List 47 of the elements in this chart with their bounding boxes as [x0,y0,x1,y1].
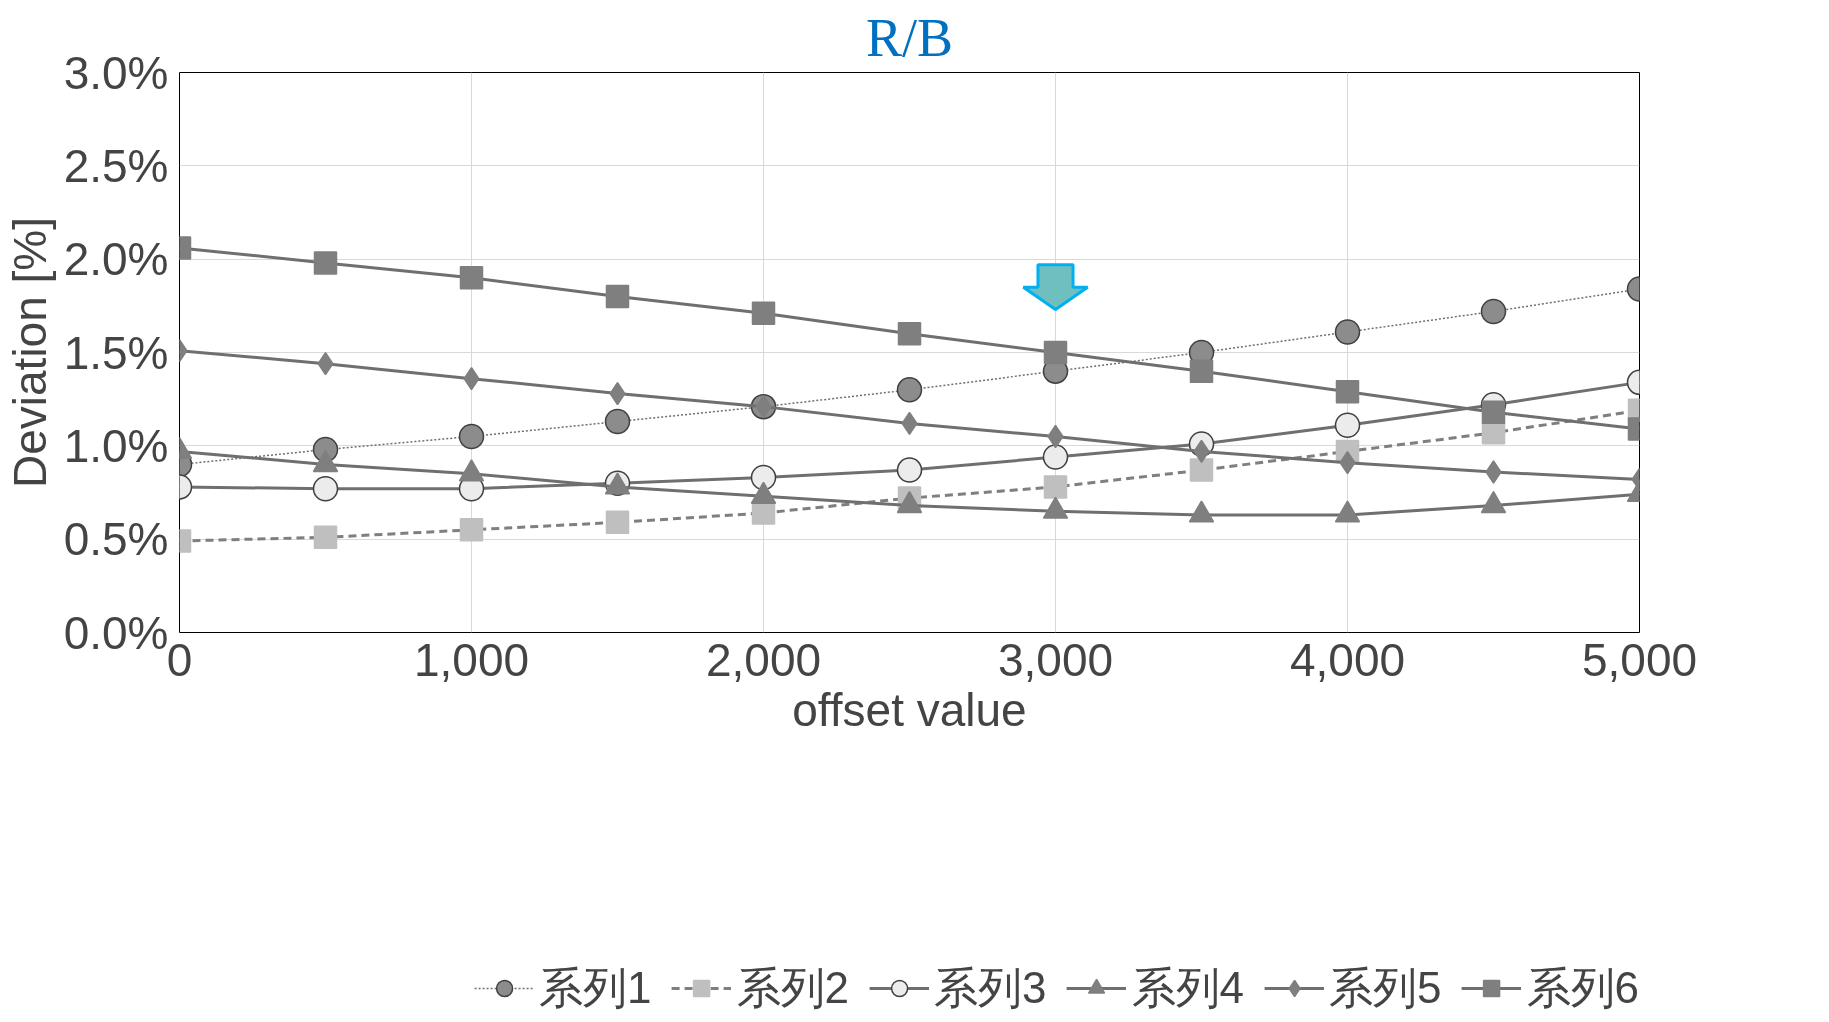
point [1334,412,1361,439]
y-tick-label: 1.0% [63,419,169,472]
point [312,476,339,502]
y-axis-title: Deviation [%] [3,216,56,489]
y-tick-label: 0.0% [63,606,169,659]
point [896,457,923,483]
legend-label: 系列4 [1131,961,1245,1014]
point [1334,319,1361,345]
x-tick-label: 1,000 [413,633,530,686]
point [1189,359,1214,383]
x-tick-label: 2,000 [705,633,822,686]
point [1480,298,1507,325]
point [605,510,630,535]
legend-label: 系列1 [539,961,652,1014]
point [459,266,484,290]
point [751,301,776,326]
point [604,408,631,435]
y-tick-label: 3.0% [63,46,169,99]
x-tick-label: 4,000 [1289,633,1406,686]
point [1043,475,1068,499]
point [1043,340,1068,365]
legend-label: 系列5 [1329,961,1442,1014]
legend-label: 系列3 [934,961,1047,1014]
point [897,322,922,346]
x-tick-label: 5,000 [1581,633,1698,686]
x-axis-title: offset value [792,683,1027,736]
x-tick-label: 3,000 [997,633,1114,686]
point [459,518,484,542]
legend-label: 系列2 [736,961,850,1014]
point [1485,460,1502,484]
x-tick-label: 0 [166,633,193,686]
legend-label: 系列6 [1526,961,1639,1014]
y-tick-label: 2.0% [63,233,169,286]
y-tick-label: 0.5% [63,513,169,566]
point [605,284,630,309]
point [313,251,338,275]
point [458,423,485,450]
point [1189,458,1214,482]
point [1335,379,1360,404]
chart-title: R/B [865,7,954,68]
y-tick-label: 1.5% [63,326,169,379]
y-tick-label: 2.5% [63,139,169,192]
point [1481,400,1506,424]
point [750,464,777,491]
point [896,377,923,403]
point [313,525,338,550]
point [1042,444,1069,470]
